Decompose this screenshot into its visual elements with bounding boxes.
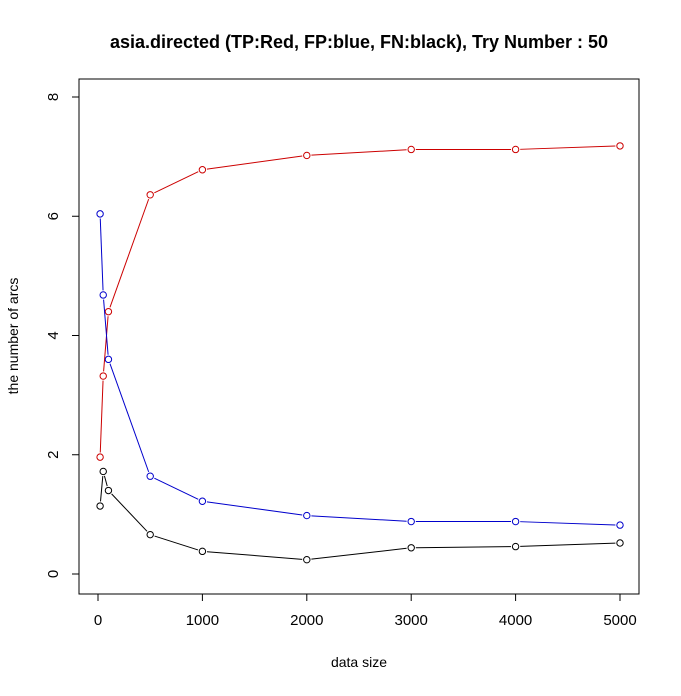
data-point: [104, 355, 113, 364]
data-point: [99, 372, 107, 380]
series-segment: [154, 171, 199, 194]
x-axis: 0 1000 2000 3000 4000 5000: [94, 593, 637, 629]
series-segment: [415, 546, 512, 549]
data-point: [104, 486, 113, 495]
x-tick-label: 4000: [499, 612, 532, 629]
series-segment: [311, 515, 407, 522]
data-point: [96, 502, 104, 510]
y-tick-label: 6: [45, 212, 62, 220]
y-axis: 0 2 4 6 8: [45, 93, 80, 578]
series-segment: [520, 521, 616, 526]
series-1: [96, 142, 624, 461]
data-point: [96, 210, 104, 218]
data-point: [303, 151, 311, 160]
series-segment: [103, 475, 108, 487]
series-segment: [206, 551, 303, 560]
x-tick-label: 1000: [186, 612, 219, 629]
data-point: [511, 542, 520, 551]
series-segment: [111, 493, 148, 532]
data-point: [303, 555, 311, 564]
series-segment: [311, 149, 407, 156]
data-point: [146, 191, 154, 199]
data-point: [146, 530, 154, 539]
data-point: [99, 291, 107, 299]
data-point: [616, 521, 624, 529]
series-segment: [99, 380, 104, 453]
data-point: [511, 517, 520, 526]
series-segment: [520, 145, 616, 150]
data-point: [407, 517, 415, 526]
data-point: [198, 497, 207, 505]
data-point: [407, 544, 415, 552]
series-segment: [206, 155, 303, 170]
series-segment: [520, 542, 616, 547]
series-segment: [99, 218, 104, 291]
data-point: [616, 142, 624, 150]
series-segment: [103, 316, 109, 372]
chart-title: asia.directed (TP:Red, FP:blue, FN:black…: [110, 32, 608, 52]
data-point: [198, 166, 207, 174]
y-tick-label: 4: [45, 331, 62, 339]
x-axis-label: data size: [331, 654, 387, 670]
series-segment: [109, 363, 150, 473]
series-segment: [103, 299, 109, 355]
series-segment: [311, 547, 407, 560]
data-point: [616, 539, 624, 547]
series-segment: [100, 475, 104, 502]
series-2: [96, 210, 624, 529]
series-segment: [206, 501, 303, 516]
data-point: [99, 467, 107, 476]
data-point: [96, 453, 104, 461]
x-tick-label: 2000: [290, 612, 323, 629]
data-point: [198, 547, 207, 556]
series-3: [96, 467, 624, 564]
data-point: [104, 307, 113, 316]
y-axis-label: the number of arcs: [5, 278, 21, 395]
series-segment: [154, 477, 199, 500]
data-point: [511, 145, 520, 154]
data-point: [303, 511, 311, 520]
data-point: [407, 145, 415, 154]
y-tick-label: 2: [45, 451, 62, 459]
series-segment: [154, 535, 199, 551]
plot-frame: [78, 78, 640, 595]
x-tick-label: 5000: [603, 612, 636, 629]
series-layer: [96, 142, 624, 564]
series-segment: [109, 198, 150, 308]
y-tick-label: 0: [45, 570, 62, 578]
x-tick-label: 3000: [395, 612, 428, 629]
y-tick-label: 8: [45, 93, 62, 101]
x-tick-label: 0: [94, 612, 102, 629]
data-point: [146, 472, 154, 480]
